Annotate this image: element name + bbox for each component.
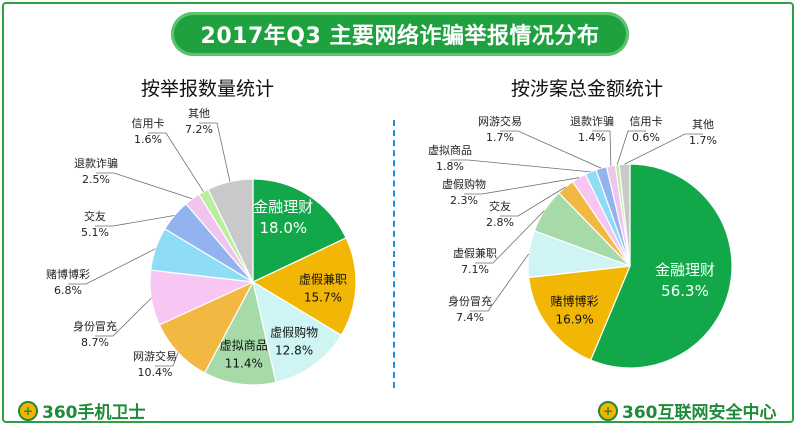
pie-slice bbox=[618, 163, 631, 267]
pie-slice bbox=[207, 178, 254, 283]
pie-slice bbox=[203, 280, 277, 386]
slice-value: 6.8% bbox=[54, 284, 82, 297]
pie-chart-2: 金融理财 56.3% 赌博博彩 16.9% 身份冒充 7.4% 虚假兼职 7.1% 交友 2.8%… bbox=[428, 114, 733, 369]
slice-value: 7.2% bbox=[185, 123, 213, 136]
leader-line bbox=[500, 130, 602, 169]
logo-360-mobile-guard: + 360手机卫士 bbox=[18, 398, 146, 423]
slice-label: 退款诈骗 bbox=[570, 114, 614, 128]
logo-right-text: 360互联网安全中心 bbox=[622, 403, 777, 423]
slice-label: 虚拟商品 bbox=[220, 337, 268, 352]
leader-line bbox=[95, 297, 152, 337]
leader-line bbox=[500, 186, 566, 217]
slice-value: 15.7% bbox=[304, 291, 342, 305]
slice-label: 其他 bbox=[188, 107, 210, 120]
outer-frame bbox=[2, 2, 794, 423]
slice-label: 身份冒充 bbox=[73, 319, 117, 333]
slice-label: 赌博博彩 bbox=[551, 294, 599, 309]
leader-line bbox=[624, 133, 703, 165]
page-title: 2017年Q3 主要网络诈骗举报情况分布 bbox=[171, 12, 629, 56]
slice-label: 其他 bbox=[692, 118, 714, 131]
logo-360-security-center: + 360互联网安全中心 bbox=[598, 398, 777, 423]
pie-slice bbox=[589, 163, 733, 369]
slice-label: 信用卡 bbox=[630, 115, 663, 128]
leader-line bbox=[199, 122, 231, 182]
slice-label: 赌博博彩 bbox=[46, 267, 90, 281]
slice-value: 1.7% bbox=[689, 134, 717, 147]
left-chart-title: 按举报数量统计 bbox=[141, 78, 275, 100]
slice-value: 16.9% bbox=[555, 313, 593, 327]
leader-line bbox=[616, 130, 646, 165]
slice-value: 2.5% bbox=[82, 173, 110, 186]
leader-line bbox=[592, 130, 612, 166]
slice-value: 8.7% bbox=[81, 336, 109, 349]
leader-line bbox=[148, 132, 204, 192]
leader-line bbox=[95, 215, 175, 227]
leader-line bbox=[464, 177, 579, 195]
leader-line bbox=[68, 248, 156, 285]
slice-value: 7.1% bbox=[461, 263, 489, 276]
slice-value: 10.4% bbox=[138, 366, 173, 379]
slice-label: 网游交易 bbox=[133, 349, 177, 363]
slice-label: 网游交易 bbox=[478, 114, 522, 128]
chart-divider bbox=[393, 120, 395, 388]
slice-value: 1.4% bbox=[578, 131, 606, 144]
slice-label: 金融理财 bbox=[655, 261, 715, 279]
slice-label: 交友 bbox=[84, 209, 106, 223]
pie-slice bbox=[527, 265, 631, 361]
slice-value: 0.6% bbox=[632, 131, 660, 144]
pie-slice bbox=[251, 237, 357, 336]
slice-label: 身份冒充 bbox=[448, 294, 492, 308]
slice-value: 56.3% bbox=[661, 282, 709, 300]
slice-value: 18.0% bbox=[259, 219, 307, 237]
slice-label: 虚假购物 bbox=[270, 325, 318, 340]
leader-line bbox=[96, 172, 193, 200]
right-chart-title: 按涉案总金额统计 bbox=[511, 78, 664, 100]
slice-value: 1.6% bbox=[134, 133, 162, 146]
slice-value: 1.8% bbox=[436, 160, 464, 173]
slice-label: 虚拟商品 bbox=[428, 143, 472, 157]
slice-label: 交友 bbox=[489, 199, 511, 213]
leader-line bbox=[155, 352, 179, 367]
slice-value: 7.4% bbox=[456, 311, 484, 324]
shield-logo-icon: + bbox=[18, 400, 38, 421]
slice-value: 2.3% bbox=[450, 194, 478, 207]
slice-label: 虚假兼职 bbox=[299, 273, 347, 287]
slice-label: 信用卡 bbox=[132, 117, 165, 130]
slice-value: 5.1% bbox=[81, 226, 109, 239]
pie-slice bbox=[252, 178, 347, 283]
logo-left-text: 360手机卫士 bbox=[42, 403, 146, 423]
slice-value: 2.8% bbox=[486, 216, 514, 229]
pie-chart-1: 金融理财 18.0% 虚假兼职 15.7% 虚假购物 12.8% 虚拟商品 11.4% 网游交易… bbox=[46, 107, 357, 386]
pie-slice bbox=[252, 280, 343, 384]
leader-line bbox=[470, 253, 530, 312]
slice-label: 退款诈骗 bbox=[74, 156, 118, 170]
slice-value: 11.4% bbox=[225, 356, 263, 370]
slice-label: 金融理财 bbox=[253, 198, 313, 216]
shield-logo-icon: + bbox=[598, 400, 618, 421]
slice-label: 虚假购物 bbox=[442, 177, 486, 191]
leader-line bbox=[475, 210, 545, 264]
slice-value: 1.7% bbox=[486, 131, 514, 144]
leader-line bbox=[450, 159, 591, 173]
slice-label: 虚假兼职 bbox=[453, 246, 497, 260]
slice-value: 12.8% bbox=[275, 344, 313, 358]
